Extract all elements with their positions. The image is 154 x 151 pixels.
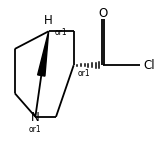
Text: or1: or1 <box>55 28 67 37</box>
Text: H: H <box>44 14 53 27</box>
Text: or1: or1 <box>78 69 91 78</box>
Text: Cl: Cl <box>143 59 154 72</box>
Text: N: N <box>31 111 40 124</box>
Polygon shape <box>38 31 49 76</box>
Text: O: O <box>99 7 108 20</box>
Text: or1: or1 <box>29 125 42 134</box>
